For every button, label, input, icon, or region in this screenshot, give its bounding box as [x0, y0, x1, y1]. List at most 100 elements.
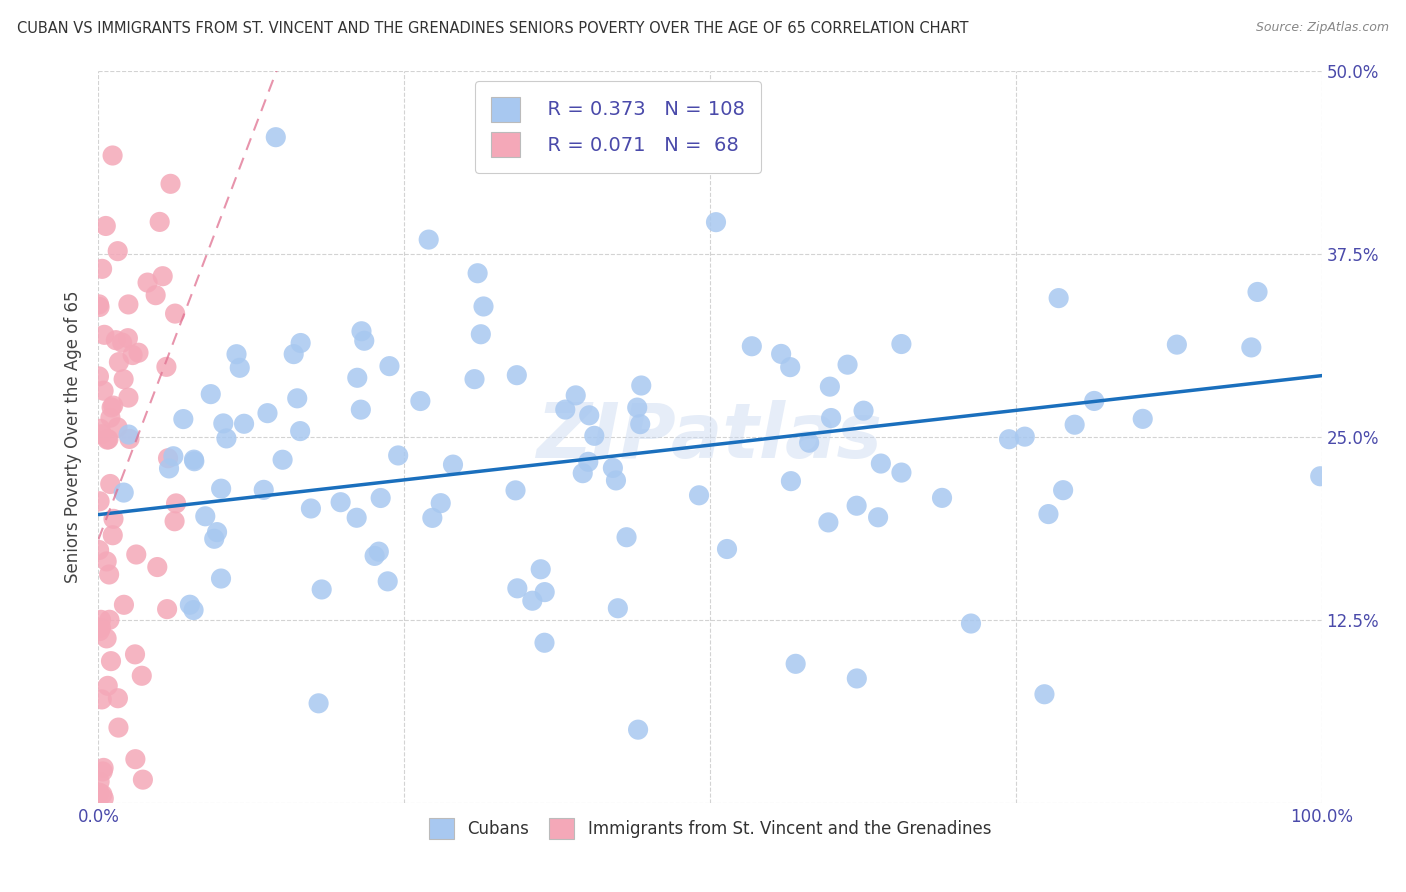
- Point: [117, 427, 139, 442]
- Point: [131, 669, 153, 683]
- Point: [387, 449, 409, 463]
- Point: [89, 300, 111, 314]
- Point: [91, 764, 114, 779]
- Point: [1063, 417, 1085, 432]
- Point: [90, 692, 112, 706]
- Point: [117, 391, 139, 405]
- Point: [96, 433, 118, 447]
- Point: [571, 466, 593, 480]
- Point: [522, 593, 544, 607]
- Point: [93, 327, 115, 342]
- Point: [179, 598, 201, 612]
- Point: [93, 384, 115, 398]
- Point: [200, 387, 222, 401]
- Point: [271, 452, 294, 467]
- Point: [1052, 483, 1074, 498]
- Point: [96, 554, 118, 568]
- Point: [229, 360, 252, 375]
- Point: [688, 488, 710, 502]
- Point: [112, 372, 135, 386]
- Point: [97, 433, 120, 447]
- Point: [554, 402, 576, 417]
- Point: [1047, 291, 1070, 305]
- Point: [311, 582, 333, 597]
- Point: [852, 403, 875, 417]
- Point: [111, 335, 134, 350]
- Point: [350, 402, 373, 417]
- Point: [308, 696, 330, 710]
- Point: [817, 516, 839, 530]
- Point: [605, 474, 627, 488]
- Point: [124, 752, 146, 766]
- Point: [146, 560, 169, 574]
- Point: [89, 494, 111, 508]
- Point: [100, 654, 122, 668]
- Point: [785, 657, 807, 671]
- Point: [578, 409, 600, 423]
- Point: [152, 269, 174, 284]
- Point: [128, 345, 150, 359]
- Point: [837, 358, 859, 372]
- Point: [1014, 430, 1036, 444]
- Point: [157, 461, 180, 475]
- Point: [253, 483, 276, 497]
- Point: [870, 457, 893, 471]
- Point: [136, 276, 159, 290]
- Point: [1166, 337, 1188, 351]
- Point: [172, 412, 194, 426]
- Point: [101, 148, 124, 162]
- Point: [285, 392, 308, 406]
- Point: [89, 786, 111, 800]
- Point: [165, 307, 187, 321]
- Point: [378, 359, 401, 373]
- Point: [1132, 412, 1154, 426]
- Point: [626, 401, 648, 415]
- Point: [606, 601, 628, 615]
- Point: [329, 495, 352, 509]
- Point: [506, 582, 529, 596]
- Point: [420, 511, 443, 525]
- Point: [470, 327, 492, 342]
- Point: [96, 632, 118, 646]
- Point: [183, 603, 205, 617]
- Point: [107, 244, 129, 259]
- Point: [506, 368, 529, 383]
- Point: [288, 424, 311, 438]
- Point: [1033, 687, 1056, 701]
- Point: [90, 613, 112, 627]
- Point: [264, 130, 287, 145]
- Point: [346, 510, 368, 524]
- Point: [107, 691, 129, 706]
- Point: [1038, 507, 1060, 521]
- Point: [533, 585, 555, 599]
- Point: [1083, 393, 1105, 408]
- Point: [89, 624, 111, 638]
- Point: [97, 679, 120, 693]
- Point: [209, 572, 232, 586]
- Point: [112, 598, 135, 612]
- Point: [564, 388, 586, 402]
- Point: [108, 355, 131, 369]
- Point: [87, 297, 110, 311]
- Point: [159, 177, 181, 191]
- Point: [215, 431, 238, 445]
- Point: [770, 347, 793, 361]
- Point: [467, 266, 489, 280]
- Point: [183, 454, 205, 468]
- Point: [163, 514, 186, 528]
- Point: [418, 233, 440, 247]
- Point: [704, 215, 727, 229]
- Y-axis label: Seniors Poverty Over the Age of 65: Seniors Poverty Over the Age of 65: [65, 291, 83, 583]
- Point: [780, 474, 803, 488]
- Point: [94, 219, 117, 233]
- Point: [91, 261, 114, 276]
- Point: [183, 452, 205, 467]
- Point: [1246, 285, 1268, 299]
- Point: [104, 333, 127, 347]
- Point: [505, 483, 527, 498]
- Point: [630, 378, 652, 392]
- Point: [101, 399, 124, 413]
- Point: [89, 774, 111, 789]
- Point: [931, 491, 953, 505]
- Point: [98, 567, 121, 582]
